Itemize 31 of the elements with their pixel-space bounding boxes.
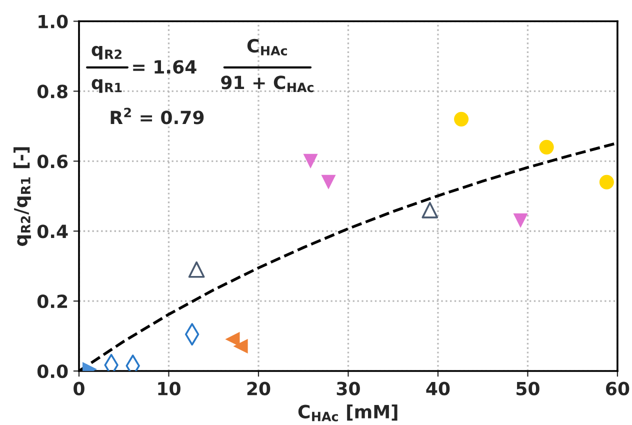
y-tick-label: 1.0 xyxy=(38,14,68,28)
y-tick-label: 0.8 xyxy=(37,84,68,98)
x-tick-label: 60 xyxy=(606,382,630,396)
point xyxy=(422,202,438,218)
annotation: q$_{R2}$ xyxy=(92,46,122,60)
x-tick-label: 10 xyxy=(158,382,180,396)
x-tick-label: 0 xyxy=(74,382,84,396)
x-axis-title: C$_{HAc}$ [mM] xyxy=(298,404,398,422)
x-tick-label: 30 xyxy=(336,382,360,396)
point xyxy=(303,154,318,168)
x-tick-label: 50 xyxy=(516,382,540,396)
x-tick-label: 20 xyxy=(247,382,270,396)
point xyxy=(321,174,336,190)
annotation: = 1.64 xyxy=(133,60,196,74)
point xyxy=(225,332,240,346)
point xyxy=(599,174,614,190)
point xyxy=(454,112,469,126)
point xyxy=(513,213,528,228)
y-tick-label: 0.6 xyxy=(37,154,68,168)
x-tick-label: 40 xyxy=(426,382,450,396)
point xyxy=(188,261,205,278)
annotation: 91 + C$_{HAc}$ xyxy=(221,76,314,92)
annotation: q$_{R1}$ xyxy=(92,79,122,93)
annotation: R$^{2}$ = 0.79 xyxy=(110,108,204,124)
annotation: C$_{HAc}$ xyxy=(247,38,287,56)
point xyxy=(539,140,554,154)
y-tick-label: 0.0 xyxy=(37,364,68,378)
y-axis-title: q$_{R2}$/q$_{R1}$ [-] xyxy=(14,147,32,246)
y-tick-label: 0.2 xyxy=(37,294,68,308)
y-tick-label: 0.4 xyxy=(37,224,68,238)
point xyxy=(233,338,248,354)
